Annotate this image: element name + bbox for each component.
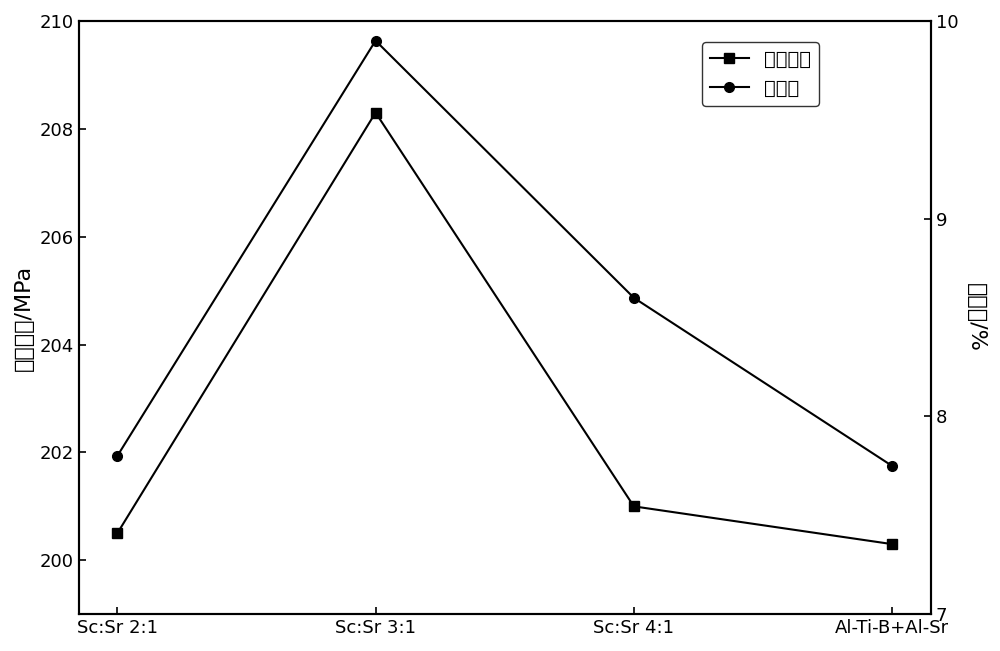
抗拉强度 xyxy=(370,109,382,117)
Y-axis label: 延伸率/%: 延伸率/% xyxy=(966,283,986,352)
Legend: 抗拉强度, 延伸率: 抗拉强度, 延伸率 xyxy=(702,42,819,105)
Y-axis label: 抗拉强度/MPa: 抗拉强度/MPa xyxy=(14,264,34,370)
Line: 延伸率: 延伸率 xyxy=(112,36,897,471)
延伸率 xyxy=(628,294,640,301)
Line: 抗拉强度: 抗拉强度 xyxy=(112,107,897,549)
延伸率 xyxy=(886,462,898,470)
抗拉强度 xyxy=(886,540,898,548)
延伸率 xyxy=(111,452,123,460)
延伸率 xyxy=(370,36,382,44)
抗拉强度 xyxy=(628,503,640,510)
抗拉强度 xyxy=(111,529,123,537)
